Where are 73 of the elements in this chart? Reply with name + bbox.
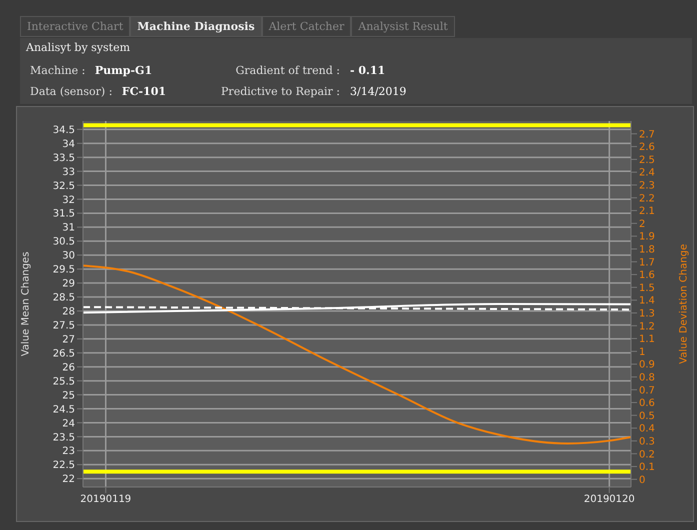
x-tick-label: 20190119	[80, 494, 132, 506]
y-tick-label: 33.5	[52, 152, 75, 164]
y2-tick-label: 2.1	[639, 206, 655, 218]
y-tick-label: 26.5	[52, 348, 75, 360]
y2-tick-label: 1.2	[639, 321, 655, 332]
text: Alert Catcher	[262, 16, 352, 37]
line-series	[83, 264, 631, 444]
y2-tick-label: 0.4	[639, 424, 655, 435]
y2-tick-label: 1.3	[639, 308, 655, 320]
y2-tick-label: 1.9	[639, 232, 655, 243]
y2-tick-label: 2.2	[639, 193, 655, 204]
y-tick-label: 23.5	[52, 432, 75, 444]
text: Gradient of trend :	[234, 64, 340, 77]
y-tick-label: 33	[62, 166, 75, 178]
y2-tick-label: 2.4	[639, 168, 655, 179]
y2-tick-label: 1.4	[639, 296, 655, 307]
y-tick-label: 24.5	[52, 404, 75, 416]
y2-tick-label: 1.8	[639, 244, 655, 256]
y-tick-label: 34.5	[52, 124, 75, 136]
text: - 0.11	[350, 64, 386, 77]
y2-tick-label: 0.7	[639, 385, 655, 396]
y2-tick-label: 2	[639, 218, 646, 230]
y-tick-label: 25	[62, 390, 75, 402]
y-tick-label: 27	[62, 334, 75, 346]
y-tick-label: 32	[62, 194, 75, 206]
y2-axis-title: Value Deviation Change	[678, 244, 690, 364]
y-tick-label: 30.5	[52, 236, 75, 248]
y-tick-label: 23	[62, 446, 75, 458]
text: FC-101	[122, 85, 166, 98]
chart-title: Analisyt by system	[26, 41, 130, 54]
y-tick-label: 27.5	[52, 320, 75, 332]
y-tick-label: 31.5	[52, 208, 75, 220]
y2-tick-label: 0.1	[639, 462, 655, 474]
y-tick-label: 30	[62, 250, 75, 262]
y2-tick-label: 2.6	[639, 142, 655, 154]
y-tick-label: 32.5	[52, 180, 75, 192]
y-tick-label: 29	[62, 278, 75, 290]
y-tick-label: 29.5	[52, 264, 75, 276]
y2-tick-label: 0.3	[639, 436, 655, 448]
y-tick-label: 22	[62, 474, 75, 486]
y2-tick-label: 0.2	[639, 449, 655, 460]
y2-tick-label: 2.3	[639, 180, 655, 192]
y-tick-label: 25.5	[52, 376, 75, 388]
y-tick-label: 28.5	[52, 292, 75, 304]
y2-tick-label: 1.6	[639, 270, 655, 282]
line-series	[83, 303, 631, 314]
y-tick-label: 28	[62, 306, 75, 318]
text: Data (sensor) :	[30, 85, 112, 98]
y2-tick-label: 0.5	[639, 410, 655, 422]
y2-tick-label: 0.6	[639, 398, 655, 410]
y-tick-label: 22.5	[52, 460, 75, 472]
text: Analysist Result	[351, 16, 455, 37]
text: Machine :	[30, 64, 86, 77]
text: Predictive to Repair :	[220, 85, 340, 98]
y2-tick-label: 1.7	[639, 257, 655, 268]
y-tick-label: 31	[62, 222, 75, 234]
y-tick-label: 24	[62, 418, 75, 430]
text: Pump-G1	[94, 64, 152, 77]
text: Interactive Chart	[20, 16, 130, 37]
text: Machine Diagnosis	[130, 16, 262, 37]
y2-tick-label: 0.9	[639, 360, 655, 371]
y2-tick-label: 0.8	[639, 372, 655, 384]
text: 3/14/2019	[350, 85, 406, 98]
y2-tick-label: 2.7	[639, 129, 655, 140]
y2-tick-label: 1.1	[639, 334, 655, 346]
y-tick-label: 34	[62, 138, 75, 150]
y2-tick-label: 0	[639, 474, 646, 486]
y2-tick-label: 1	[639, 346, 646, 358]
y-axis-title: Value Mean Changes	[20, 252, 32, 356]
x-tick-label: 20190120	[584, 494, 635, 506]
y-tick-label: 26	[62, 362, 75, 374]
y2-tick-label: 1.5	[639, 282, 655, 294]
y2-tick-label: 2.5	[639, 154, 655, 166]
